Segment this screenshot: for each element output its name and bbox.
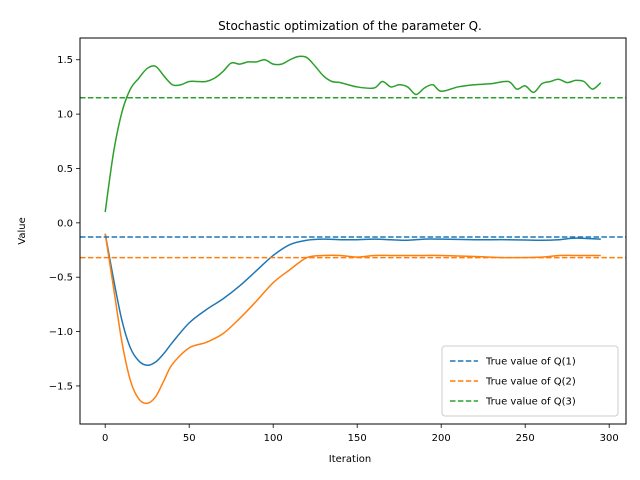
y-tick-label: 1.0 — [57, 110, 73, 121]
x-tick-label: 100 — [264, 433, 283, 444]
x-tick-label: 50 — [183, 433, 196, 444]
estimate-line-2 — [104, 233, 601, 405]
x-tick-label: 250 — [516, 433, 535, 444]
series-layer — [80, 55, 626, 405]
estimate-line-1 — [104, 233, 601, 367]
axes-frame — [79, 37, 627, 425]
y-axis: −1.5 −1.0 −0.5 0.0 0.5 1.0 1.5 — [49, 55, 80, 392]
x-axis: 0 50 100 150 200 250 300 — [102, 424, 619, 444]
x-axis-label: Iteration — [329, 454, 371, 465]
y-tick-label: −1.5 — [49, 381, 73, 392]
legend-label: True value of Q(1) — [485, 357, 576, 368]
legend-label: True value of Q(2) — [485, 377, 576, 388]
y-tick-label: 0.0 — [57, 218, 73, 229]
x-tick-label: 200 — [432, 433, 451, 444]
y-tick-label: −0.5 — [49, 273, 73, 284]
x-tick-label: 150 — [348, 433, 367, 444]
x-tick-label: 0 — [102, 433, 108, 444]
y-axis-label: Value — [17, 217, 28, 244]
legend: True value of Q(1) True value of Q(2) True… — [441, 345, 619, 417]
y-tick-label: −1.0 — [49, 327, 73, 338]
legend-label: True value of Q(3) — [485, 397, 576, 408]
y-tick-label: 1.5 — [57, 55, 73, 66]
estimate-line-3 — [104, 55, 602, 213]
y-tick-label: 0.5 — [57, 164, 73, 175]
x-tick-label: 300 — [600, 433, 619, 444]
legend-box — [441, 345, 619, 417]
chart-title: Stochastic optimization of the parameter… — [218, 19, 482, 33]
